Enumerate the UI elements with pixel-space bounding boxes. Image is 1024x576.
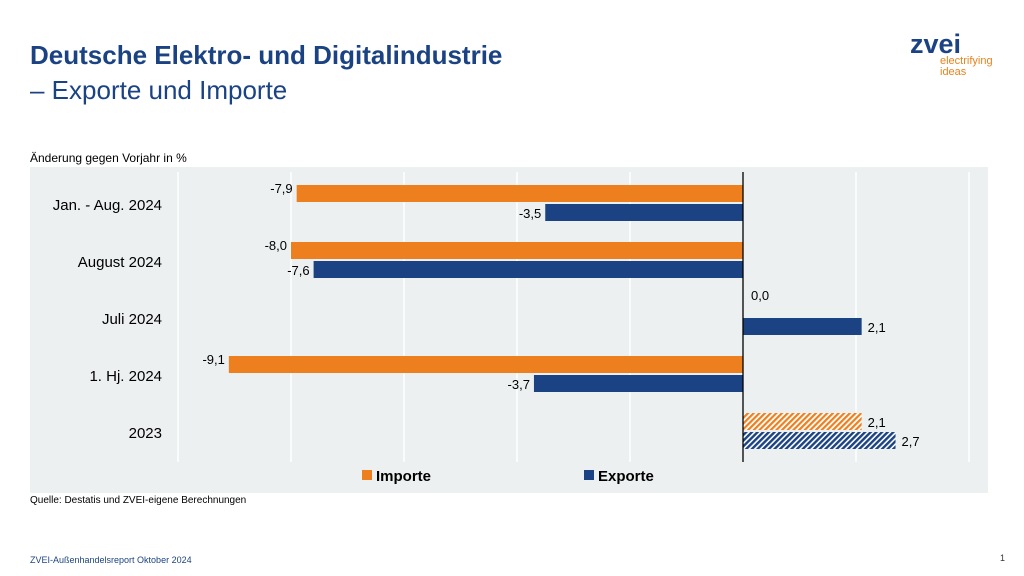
legend-label: Exporte [598, 468, 654, 485]
page-subtitle: – Exporte und Importe [30, 75, 288, 105]
category-label: August 2024 [78, 254, 162, 271]
data-label: -7,6 [287, 263, 309, 278]
category-label: 2023 [129, 425, 162, 442]
page-title: Deutsche Elektro- und Digitalindustrie [30, 40, 503, 70]
category-label: Jan. - Aug. 2024 [53, 197, 162, 214]
data-label: -8,0 [265, 238, 287, 253]
bar-importe [296, 185, 743, 202]
category-label: 1. Hj. 2024 [89, 368, 162, 385]
bar-exporte [743, 432, 896, 449]
legend-label: Importe [376, 468, 431, 485]
bar-exporte [533, 375, 743, 392]
legend-swatch [584, 470, 594, 480]
axis-label: Änderung gegen Vorjahr in % [30, 151, 187, 165]
data-label: -7,9 [270, 181, 292, 196]
bar-importe [291, 242, 743, 259]
bar-exporte [313, 261, 743, 278]
page-number: 1 [1000, 553, 1006, 563]
legend-swatch [362, 470, 372, 480]
bar-importe [743, 413, 862, 430]
zvei-logo: zvei electrifying ideas [910, 29, 993, 78]
source-note: Quelle: Destatis und ZVEI-eigene Berechn… [30, 495, 247, 506]
data-label: 2,7 [902, 434, 920, 449]
bar-exporte [545, 204, 743, 221]
data-label: 0,0 [751, 288, 769, 303]
data-label: -3,5 [519, 206, 541, 221]
data-label: -3,7 [508, 377, 530, 392]
category-label: Juli 2024 [102, 311, 162, 328]
footer-report: ZVEI-Außenhandelsreport Oktober 2024 [30, 555, 192, 565]
data-label: 2,1 [868, 320, 886, 335]
data-label: 2,1 [868, 415, 886, 430]
data-label: -9,1 [202, 352, 224, 367]
bar-exporte [743, 318, 862, 335]
bar-importe [228, 356, 744, 373]
